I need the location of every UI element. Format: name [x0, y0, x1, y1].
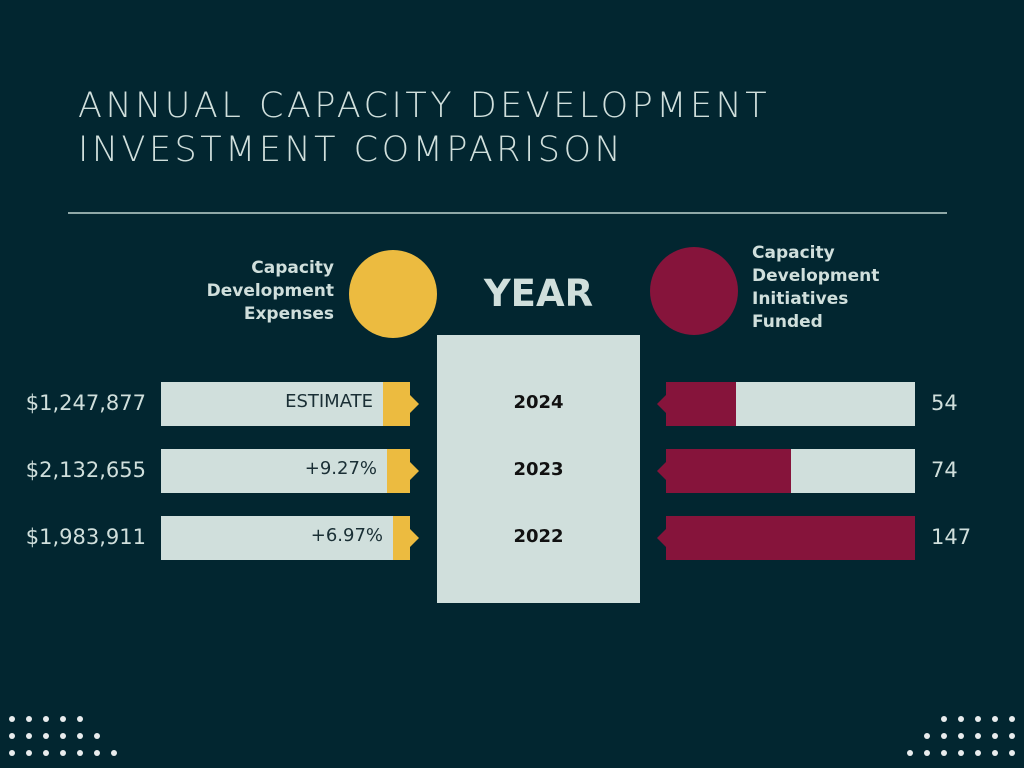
decorative-dot	[1009, 750, 1015, 756]
legend-expenses-label: Capacity Development Expenses	[134, 257, 334, 326]
decorative-dot	[77, 750, 83, 756]
decorative-dot	[111, 750, 117, 756]
initiatives-legend-circle-icon	[650, 247, 738, 335]
decorative-dot	[43, 716, 49, 722]
legend-expenses-line: Development	[206, 281, 334, 301]
legend-initiatives-line: Funded	[752, 312, 823, 332]
decorative-dot	[924, 733, 930, 739]
decorative-dot	[26, 716, 32, 722]
legend-expenses-line: Expenses	[243, 304, 334, 324]
initiatives-bar-fill	[666, 449, 791, 493]
right-pointer-icon	[410, 395, 419, 413]
title-line-1: ANNUAL CAPACITY DEVELOPMENT	[78, 86, 771, 126]
legend-initiatives-line: Initiatives	[752, 289, 849, 309]
initiatives-bar	[657, 516, 915, 560]
decorative-dot	[9, 750, 15, 756]
expense-bar-annotation: ESTIMATE	[285, 391, 373, 412]
right-pointer-icon	[410, 462, 419, 480]
decorative-dot	[26, 733, 32, 739]
expense-bar: +9.27%	[161, 449, 419, 493]
legend-initiatives-label: Capacity Development Initiatives Funded	[752, 242, 952, 334]
expense-bar: +6.97%	[161, 516, 419, 560]
year-label: 2023	[513, 459, 564, 480]
legend-expenses-line: Capacity	[251, 258, 334, 278]
decorative-dot	[1009, 733, 1015, 739]
left-pointer-icon	[657, 395, 666, 413]
initiatives-bar-fill	[666, 516, 915, 560]
decorative-dot	[992, 733, 998, 739]
expense-bar-accent	[383, 382, 419, 426]
decorative-dot	[94, 750, 100, 756]
year-column-header: YEAR	[483, 272, 594, 315]
initiatives-bar	[657, 449, 915, 493]
expenses-legend-circle-icon	[349, 250, 437, 338]
expense-bar-annotation: +9.27%	[304, 458, 377, 479]
decorative-dot	[941, 750, 947, 756]
initiatives-bar-fill	[666, 382, 736, 426]
expense-bar: ESTIMATE	[161, 382, 419, 426]
expense-value-label: $2,132,655	[25, 458, 146, 482]
initiatives-value-label: 54	[931, 391, 958, 415]
decorative-dot	[1009, 716, 1015, 722]
left-pointer-icon	[657, 462, 666, 480]
expense-bar-accent	[393, 516, 419, 560]
decorative-dot	[975, 733, 981, 739]
decorative-dot	[43, 733, 49, 739]
title-line-2: INVESTMENT COMPARISON	[78, 130, 625, 170]
decorative-dot	[924, 750, 930, 756]
initiatives-bar	[657, 382, 915, 426]
year-label: 2024	[513, 392, 564, 413]
decorative-dot	[9, 733, 15, 739]
legend-initiatives-line: Development	[752, 266, 880, 286]
decorative-dot	[60, 750, 66, 756]
decorative-dot	[907, 750, 913, 756]
decorative-dot	[958, 750, 964, 756]
decorative-dot	[975, 750, 981, 756]
decorative-dot	[958, 733, 964, 739]
decorative-dot	[941, 716, 947, 722]
decorative-dot	[26, 750, 32, 756]
decorative-dot	[992, 750, 998, 756]
initiatives-value-label: 147	[931, 525, 972, 549]
decorative-dot	[958, 716, 964, 722]
expense-bar-accent	[387, 449, 419, 493]
right-pointer-icon	[410, 529, 419, 547]
decorative-dot	[77, 716, 83, 722]
expense-value-label: $1,247,877	[25, 391, 146, 415]
chart-title: ANNUAL CAPACITY DEVELOPMENT INVESTMENT C…	[78, 84, 978, 172]
decorative-dot	[43, 750, 49, 756]
expense-bar-annotation: +6.97%	[310, 525, 383, 546]
decorative-dot	[941, 733, 947, 739]
decorative-dot	[60, 733, 66, 739]
decorative-dot	[975, 716, 981, 722]
year-panel	[437, 335, 640, 603]
decorative-dot	[9, 716, 15, 722]
decorative-dot	[60, 716, 66, 722]
initiatives-value-label: 74	[931, 458, 958, 482]
expense-value-label: $1,983,911	[25, 525, 146, 549]
decorative-dot	[77, 733, 83, 739]
decorative-dot	[94, 733, 100, 739]
decorative-dot	[992, 716, 998, 722]
year-label: 2022	[513, 526, 564, 547]
left-pointer-icon	[657, 529, 666, 547]
legend-initiatives-line: Capacity	[752, 243, 835, 263]
title-divider	[68, 212, 947, 214]
